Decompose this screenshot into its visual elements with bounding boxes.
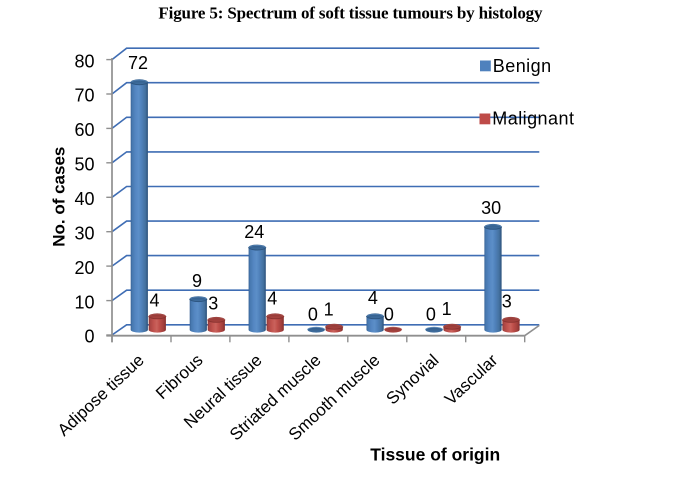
svg-text:70: 70 <box>74 86 94 106</box>
svg-text:Tissue of origin: Tissue of origin <box>370 445 500 465</box>
svg-text:9: 9 <box>192 271 202 291</box>
svg-text:60: 60 <box>74 120 94 140</box>
svg-text:10: 10 <box>74 292 94 312</box>
svg-text:Benign: Benign <box>493 56 552 76</box>
svg-text:30: 30 <box>74 223 94 243</box>
svg-text:0: 0 <box>308 304 318 324</box>
svg-text:0: 0 <box>384 304 394 324</box>
svg-text:50: 50 <box>74 155 94 175</box>
svg-text:3: 3 <box>502 291 512 311</box>
svg-text:24: 24 <box>244 222 264 242</box>
svg-text:30: 30 <box>481 198 501 218</box>
svg-text:Figure 5: Spectrum of soft tis: Figure 5: Spectrum of soft tissue tumour… <box>158 3 543 22</box>
svg-text:No. of cases: No. of cases <box>49 147 68 247</box>
svg-text:40: 40 <box>74 189 94 209</box>
svg-text:20: 20 <box>74 258 94 278</box>
svg-text:4: 4 <box>368 288 378 308</box>
svg-text:0: 0 <box>426 304 436 324</box>
svg-text:72: 72 <box>128 53 148 73</box>
svg-text:80: 80 <box>74 51 94 71</box>
svg-text:0: 0 <box>84 327 94 347</box>
svg-text:1: 1 <box>442 299 452 319</box>
svg-text:4: 4 <box>149 291 159 311</box>
svg-text:1: 1 <box>324 300 334 320</box>
svg-text:Malignant: Malignant <box>492 108 574 128</box>
svg-text:4: 4 <box>267 288 277 308</box>
svg-text:3: 3 <box>208 294 218 314</box>
